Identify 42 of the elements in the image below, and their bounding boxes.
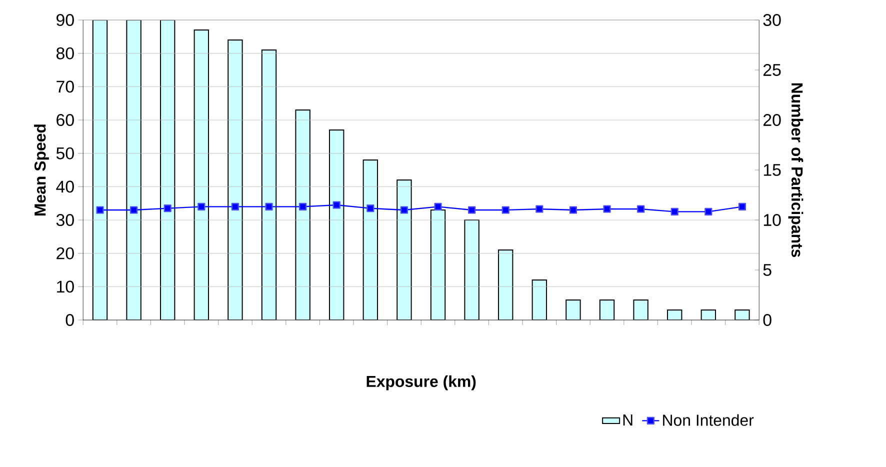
y-axis-title: Mean Speed	[34, 124, 49, 216]
point	[434, 202, 442, 210]
y-tick-label: 40	[56, 180, 74, 193]
y-tick-label: 50	[56, 147, 74, 160]
point	[569, 206, 577, 214]
point	[198, 202, 206, 210]
point	[738, 202, 746, 210]
point	[637, 205, 645, 213]
y2-tick-label: 5	[763, 264, 772, 276]
point	[231, 202, 239, 210]
point	[536, 205, 544, 213]
point	[670, 208, 678, 216]
y-tick-label: 10	[57, 280, 74, 293]
y2-tick-label: 0	[763, 314, 772, 326]
y2-axis-title: Number of Participants	[788, 83, 804, 258]
point	[164, 204, 172, 212]
legend-label: N	[623, 414, 632, 426]
legend-label: Non Intender	[663, 414, 754, 426]
y2-tick-label: 20	[763, 114, 781, 126]
y-tick-label: 80	[56, 47, 74, 60]
y2-tick-label: 25	[763, 64, 781, 76]
point	[603, 205, 611, 213]
x-axis-title: Exposure (km)	[366, 375, 476, 390]
point	[265, 202, 273, 210]
point	[96, 206, 104, 214]
y-tick-label: 20	[56, 247, 74, 260]
y-tick-label: 30	[56, 214, 74, 226]
y-tick-label: 70	[56, 80, 74, 93]
point	[299, 202, 307, 210]
point	[704, 208, 712, 216]
point	[400, 206, 408, 214]
point	[130, 206, 138, 214]
y-tick-label: 60	[56, 114, 74, 126]
y2-tick-label: 15	[764, 164, 781, 176]
point	[468, 206, 476, 214]
point	[366, 204, 374, 212]
y2-tick-label: 10	[764, 214, 781, 226]
point	[332, 201, 340, 209]
y-tick-label: 0	[66, 314, 74, 326]
y-tick-label: 90	[56, 14, 74, 26]
y2-tick-label: 30	[763, 14, 781, 26]
point	[502, 206, 510, 214]
